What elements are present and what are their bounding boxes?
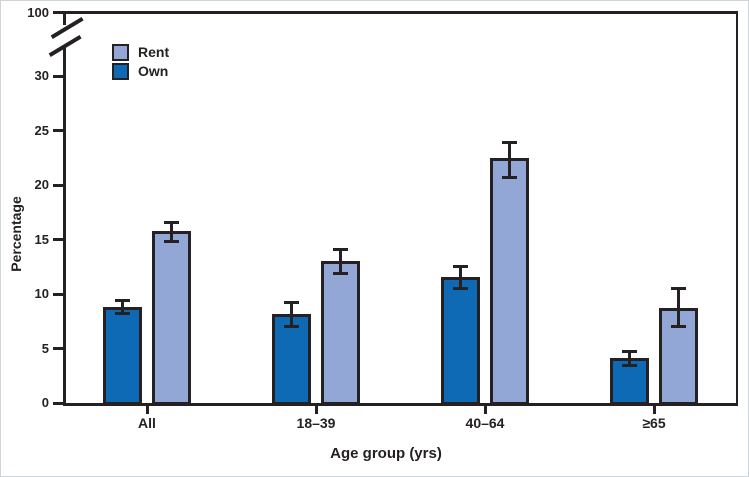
legend: Rent Own [112,44,170,83]
y-tick-label: 5 [41,340,49,356]
y-tick-label: 100 [27,5,49,20]
error-bar-own-0 [121,300,124,314]
error-bar-rent-0 [170,222,173,242]
bar-own-1 [272,314,311,405]
y-tick [53,129,63,132]
bar-rent-0 [152,231,191,405]
error-cap-top-own-2 [453,265,468,269]
error-cap-bottom-rent-1 [333,271,348,275]
error-cap-bottom-rent-0 [164,240,179,244]
x-category-label-2: 40–64 [465,415,505,431]
y-tick-label: 15 [34,231,49,247]
error-cap-bottom-rent-2 [502,175,517,179]
error-cap-bottom-rent-3 [671,325,686,329]
error-cap-top-rent-3 [671,287,686,291]
legend-item-own: Own [112,63,169,80]
y-tick-label: 20 [34,177,49,192]
error-bar-own-2 [459,266,462,289]
y-axis-title: Percentage [8,196,24,272]
y-tick [53,401,63,405]
y-tick [53,74,63,78]
own-swatch-icon [112,63,129,80]
error-bar-own-1 [290,302,293,327]
y-tick-label: 0 [41,395,49,410]
x-category-label-1: 18–39 [296,415,336,431]
y-tick-label: 10 [34,286,49,301]
x-tick [145,405,149,414]
x-axis-line [62,402,738,406]
y-tick-label: 25 [34,122,49,138]
y-axis-line-lower [62,47,66,406]
error-cap-top-rent-1 [333,247,348,251]
error-bar-rent-1 [339,249,342,274]
error-cap-top-rent-0 [164,220,179,224]
error-cap-bottom-own-2 [453,287,468,291]
error-cap-bottom-own-1 [284,325,299,329]
legend-label-own: Own [138,63,169,79]
y-tick [53,11,63,15]
error-cap-top-own-1 [284,301,299,305]
y-tick [53,292,63,296]
y-tick [53,347,63,350]
x-tick [314,405,318,414]
bar-rent-1 [321,260,360,405]
x-axis-title: Age group (yrs) [330,445,442,462]
legend-label-rent: Rent [138,44,170,60]
y-tick [53,238,63,241]
legend-item-rent: Rent [112,44,170,61]
bar-own-2 [441,277,480,405]
error-cap-top-own-0 [115,299,130,303]
bar-rent-2 [490,158,529,405]
error-bar-rent-3 [677,288,680,327]
x-tick [652,405,656,414]
error-bar-rent-2 [508,142,511,178]
error-cap-bottom-own-0 [115,312,130,316]
error-cap-top-rent-2 [502,140,517,144]
error-bar-own-3 [628,351,631,366]
x-tick [483,405,487,414]
rent-swatch-icon [112,44,129,61]
error-cap-bottom-own-3 [622,364,637,368]
y-tick [53,183,63,187]
x-category-label-3: ≥65 [642,415,666,431]
y-axis-line-upper [62,11,66,25]
plot-top-border [62,11,738,14]
bar-own-0 [103,306,142,405]
y-tick-label: 30 [34,68,49,83]
error-cap-top-own-3 [622,350,637,354]
plot-right-border [735,11,738,406]
x-category-label-0: All [138,415,156,431]
